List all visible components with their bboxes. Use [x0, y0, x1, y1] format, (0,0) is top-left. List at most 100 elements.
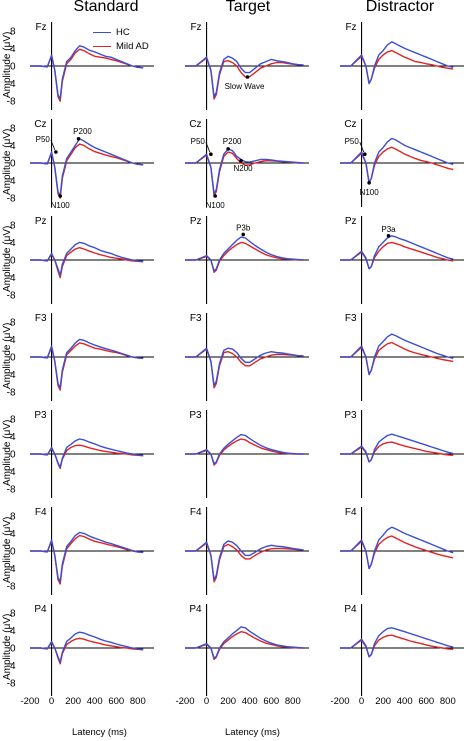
column-title-target: Target — [225, 0, 271, 15]
series-line-mild-ad-f3-distractor — [340, 341, 454, 376]
annotation-dot-p200-cz-standard — [76, 137, 81, 141]
annotation-dot-p50-cz-distractor — [363, 152, 367, 156]
annotation-label-slow-wave-fz-target: Slow Wave — [225, 82, 265, 91]
series-line-hc-f3-distractor — [340, 333, 454, 376]
series-line-mild-ad-f3-standard — [30, 342, 144, 391]
y-tick-label-p3-standard: 4 — [10, 432, 16, 443]
series-line-hc-pz-standard — [30, 241, 144, 277]
series-line-mild-ad-p4-distractor — [340, 634, 454, 658]
y-tick-label-p4-standard: -8 — [7, 679, 16, 690]
series-line-hc-cz-distractor — [340, 137, 454, 184]
y-tick-label-f3-standard: -4 — [7, 370, 16, 381]
annotation-leader-p50-cz-distractor — [359, 142, 365, 153]
electrode-label-f3-distractor: F3 — [345, 313, 357, 324]
annotation-dot-p200-cz-target — [226, 147, 230, 151]
x-tick-label-p4-target: 200 — [220, 696, 236, 707]
series-line-hc-cz-standard — [30, 138, 144, 197]
annotation-label-p3a-pz-distractor: P3a — [381, 225, 396, 234]
y-axis-label-p3: Amplitude (μV) — [2, 419, 13, 486]
series-line-mild-ad-cz-distractor — [340, 146, 454, 184]
x-tick-label-p4-target: -200 — [175, 696, 194, 707]
y-tick-label-fz-standard: 4 — [10, 44, 16, 55]
series-line-mild-ad-p3-distractor — [340, 441, 454, 463]
y-tick-label-cz-standard: -8 — [7, 194, 16, 205]
x-tick-label-p4-distractor: 800 — [440, 696, 456, 707]
series-line-hc-p3-standard — [30, 438, 144, 468]
y-tick-label-p3-standard: 8 — [10, 414, 16, 425]
annotation-label-n200-cz-target: N200 — [234, 164, 254, 173]
legend: HC Mild AD — [93, 25, 149, 53]
y-axis-label-pz: Amplitude (μV) — [2, 225, 13, 292]
series-line-hc-f4-distractor — [340, 526, 454, 570]
y-tick-label-pz-standard: -4 — [7, 273, 16, 284]
series-line-mild-ad-f4-target — [185, 542, 304, 583]
electrode-label-f3-target: F3 — [190, 313, 202, 324]
series-line-mild-ad-fz-standard — [30, 48, 144, 102]
x-tick-label-p4-standard: 800 — [130, 696, 146, 707]
series-line-hc-f3-target — [185, 347, 304, 387]
series-line-hc-pz-target — [185, 236, 304, 272]
x-tick-label-p4-standard: 0 — [49, 696, 54, 707]
x-axis-label-standard: Latency (ms) — [72, 727, 127, 738]
electrode-label-p3-distractor: P3 — [344, 410, 357, 421]
y-tick-label-f3-standard: -8 — [7, 388, 16, 399]
legend-swatch-hc — [93, 31, 111, 33]
series-line-mild-ad-p3-standard — [30, 444, 144, 470]
annotation-label-p3b-pz-target: P3b — [236, 223, 251, 232]
electrode-label-fz-distractor: Fz — [345, 22, 356, 33]
column-title-distractor: Distractor — [365, 0, 435, 15]
series-line-mild-ad-cz-standard — [30, 143, 144, 199]
series-line-hc-f4-target — [185, 540, 304, 581]
annotation-dot-p3b-pz-target — [241, 232, 246, 237]
y-tick-label-fz-standard: 0 — [10, 62, 16, 73]
series-line-hc-pz-distractor — [340, 235, 454, 270]
annotation-label-p50-cz-distractor: P50 — [345, 137, 360, 146]
series-line-hc-p4-distractor — [340, 627, 454, 658]
x-tick-label-p4-target: 0 — [204, 696, 209, 707]
legend-label-hc: HC — [116, 26, 130, 38]
annotation-label-p200-cz-standard: P200 — [73, 127, 92, 136]
legend-swatch-mild-ad — [93, 45, 111, 47]
annotation-dot-slow-wave-fz-target — [245, 75, 250, 79]
y-tick-label-fz-standard: 8 — [10, 26, 16, 37]
annotation-dot-n200-cz-target — [239, 159, 243, 163]
series-line-mild-ad-f4-distractor — [340, 535, 454, 570]
y-tick-label-p3-standard: 0 — [10, 450, 16, 461]
x-tick-label-p4-distractor: 400 — [397, 696, 413, 707]
electrode-label-pz-distractor: Pz — [345, 216, 357, 227]
annotation-dot-n100-cz-target — [213, 194, 217, 198]
series-line-mild-ad-p4-standard — [30, 637, 144, 665]
y-tick-label-pz-standard: 0 — [10, 256, 16, 267]
annotation-label-p200-cz-target: P200 — [223, 137, 242, 146]
x-tick-label-p4-target: 600 — [263, 696, 279, 707]
electrode-label-p4-distractor: P4 — [344, 604, 357, 615]
column-title-standard: Standard — [73, 0, 139, 15]
x-tick-label-p4-standard: 400 — [87, 696, 103, 707]
series-line-hc-cz-target — [185, 148, 304, 195]
electrode-label-cz-standard: Cz — [34, 119, 46, 130]
series-line-hc-fz-distractor — [340, 41, 454, 85]
annotation-label-n100-cz-standard: N100 — [51, 201, 71, 210]
y-tick-label-cz-standard: -4 — [7, 176, 16, 187]
annotation-dot-p50-cz-target — [209, 152, 213, 156]
y-tick-label-pz-standard: 4 — [10, 238, 16, 249]
series-line-hc-p3-distractor — [340, 433, 454, 463]
x-tick-label-p4-target: 800 — [285, 696, 301, 707]
annotation-leader-p50-cz-target — [205, 142, 211, 153]
electrode-label-f4-distractor: F4 — [345, 507, 357, 518]
y-tick-label-f4-standard: -8 — [7, 582, 16, 593]
x-tick-label-p4-standard: 600 — [108, 696, 124, 707]
series-line-mild-ad-cz-target — [185, 151, 304, 197]
y-tick-label-p4-standard: -4 — [7, 661, 16, 672]
x-tick-label-p4-distractor: 0 — [359, 696, 364, 707]
electrode-label-pz-target: Pz — [190, 216, 202, 227]
series-line-mild-ad-pz-standard — [30, 247, 144, 279]
electrode-label-p3-target: P3 — [189, 410, 202, 421]
annotation-leader-p50-cz-standard — [50, 139, 56, 151]
electrode-label-cz-distractor: Cz — [344, 119, 356, 130]
annotation-dot-p3a-pz-distractor — [386, 234, 391, 238]
y-tick-label-f4-standard: 8 — [10, 511, 16, 522]
y-axis-label-f4: Amplitude (μV) — [2, 516, 13, 583]
